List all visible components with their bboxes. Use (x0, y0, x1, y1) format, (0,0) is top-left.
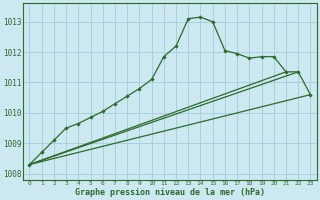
X-axis label: Graphe pression niveau de la mer (hPa): Graphe pression niveau de la mer (hPa) (75, 188, 265, 197)
